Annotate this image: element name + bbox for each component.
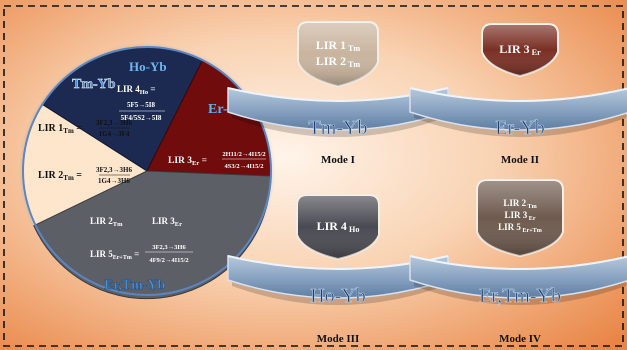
mode-label: Mode I: [321, 154, 355, 166]
mode-chip-line: LIR 3 Er: [504, 210, 535, 222]
tm-lir2-den: 1G4→3H6: [98, 177, 130, 185]
ertm-lir2: LIR 2Tm: [90, 216, 123, 228]
mode-chip-line: LIR 1 Tm: [316, 38, 361, 53]
ho-lir4-den: 5F4/5S2→5I8: [121, 114, 162, 122]
ertm-lir5-den: 4F9/2→4I15/2: [149, 257, 188, 264]
pie-rim: [22, 46, 272, 296]
tm-lir2-num: 3F2,3→3H6: [96, 166, 132, 174]
ho-lir4: LIR 4Ho =: [117, 84, 155, 96]
ertm-lir3: LIR 3Er: [152, 216, 182, 228]
tm-lir1-den: 1G4→3F4: [99, 130, 130, 138]
tm-lir1-num: 3F2,3→3H6: [96, 119, 132, 127]
mode-chip-line: LIR 5 Er+Tm: [498, 222, 542, 234]
ertm-yb-title: Er,Tm-Yb: [104, 278, 166, 293]
mode-base-label: Er,Tm-Yb: [479, 285, 561, 307]
tm-lir1: LIR 1Tm =: [38, 123, 82, 135]
mode-chip-line: LIR 2 Tm: [503, 198, 536, 210]
mode-chip-line: LIR 3 Er: [499, 42, 541, 57]
mode-2: LIR 3 Er Er-Yb Mode II: [409, 23, 627, 166]
ertm-lir5: LIR 5Er+Tm =: [90, 249, 139, 261]
pie-chart: [19, 43, 275, 300]
mode-chip-line: LIR 2 Tm: [316, 54, 361, 69]
tm-yb-title: Tm-Yb: [72, 77, 116, 92]
bowl-rim: [409, 87, 627, 102]
mode-base-label: Tm-Yb: [309, 117, 368, 139]
tm-yb-group: Tm-Yb LIR 1Tm = 3F2,3→3H6 1G4→3F4 LIR 2T…: [38, 77, 132, 185]
ertm-yb-group: LIR 2Tm LIR 3Er LIR 5Er+Tm = 3F2,3→3H6 4…: [90, 216, 193, 293]
mode-chip-line: LIR 4 Ho: [317, 219, 360, 234]
bowl-rim: [409, 255, 627, 270]
mode-label: Mode IV: [499, 333, 541, 345]
mode-chip-shade: [298, 22, 378, 86]
ho-yb-title: Ho-Yb: [129, 59, 167, 74]
mode-chip-shade: [482, 24, 558, 76]
mode-chip-shade: [477, 180, 563, 256]
mode-chip-shade: [297, 195, 379, 259]
mode-base-label: Er-Yb: [495, 117, 545, 139]
er-lir3: LIR 3Er =: [168, 156, 207, 167]
sector-ertm-yb: [33, 170, 272, 300]
mode-3: LIR 4 Ho Ho-Yb Mode III: [227, 194, 449, 345]
er-lir3-den: 4S3/2→4I15/2: [224, 163, 263, 170]
mode-label: Mode II: [501, 154, 539, 166]
er-lir3-num: 2H11/2→4I15/2: [222, 151, 265, 158]
ho-lir4-num: 5F5→5I8: [127, 101, 156, 109]
ertm-lir5-num: 3F2,3→3H6: [152, 244, 186, 251]
mode-label: Mode III: [317, 333, 359, 345]
tm-lir2: LIR 2Tm =: [38, 170, 82, 182]
mode-base-label: Ho-Yb: [310, 285, 366, 307]
ho-yb-group: Ho-Yb LIR 4Ho = 5F5→5I8 5F4/5S2→5I8: [117, 59, 167, 122]
